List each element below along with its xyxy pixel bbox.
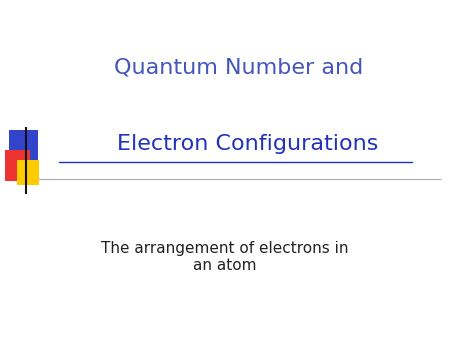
Text: Electron Configurations: Electron Configurations [117, 134, 378, 154]
Bar [17, 160, 39, 185]
Text: The arrangement of electrons in
an atom: The arrangement of electrons in an atom [101, 241, 349, 273]
Bar [5, 150, 30, 181]
Bar [9, 130, 38, 169]
Text: Quantum Number and: Quantum Number and [114, 57, 363, 78]
